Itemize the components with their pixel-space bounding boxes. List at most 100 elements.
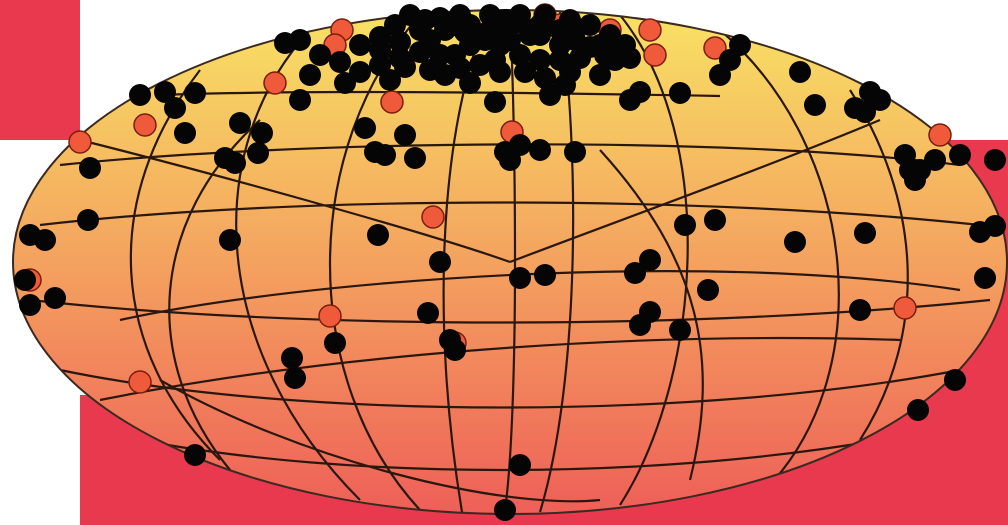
- dark-marker-dot: [494, 499, 516, 521]
- dark-marker-dot: [899, 159, 921, 181]
- dark-marker-dot: [369, 39, 391, 61]
- dark-marker-dot: [529, 49, 551, 71]
- dark-marker-dot: [404, 147, 426, 169]
- dark-markers: [14, 4, 1006, 521]
- dark-marker-dot: [34, 229, 56, 251]
- dark-marker-dot: [214, 147, 236, 169]
- dark-marker-dot: [251, 122, 273, 144]
- grid-curve: [509, 118, 881, 264]
- dark-marker-dot: [479, 19, 501, 41]
- dark-marker-dot: [219, 229, 241, 251]
- red-marker-dot: [928, 123, 952, 147]
- dark-marker-dot: [854, 222, 876, 244]
- red-marker-dot: [643, 43, 667, 67]
- dark-marker-dot: [924, 149, 946, 171]
- dark-marker-dot: [349, 61, 371, 83]
- grid-curve: [329, 14, 421, 511]
- dark-marker-dot: [589, 64, 611, 86]
- red-marker-dot: [638, 18, 662, 42]
- dark-marker-dot: [704, 209, 726, 231]
- dark-marker-dot: [509, 4, 531, 26]
- dark-marker-dot: [789, 61, 811, 83]
- dark-marker-dot: [399, 4, 421, 26]
- red-marker-dot: [263, 71, 287, 95]
- dark-marker-dot: [539, 84, 561, 106]
- dark-marker-dot: [444, 14, 466, 36]
- dark-marker-dot: [784, 231, 806, 253]
- dark-marker-dot: [849, 299, 871, 321]
- dark-marker-dot: [624, 262, 646, 284]
- dark-marker-dot: [394, 124, 416, 146]
- dark-marker-dot: [389, 31, 411, 53]
- dark-marker-dot: [974, 267, 996, 289]
- grid-curve: [599, 149, 704, 481]
- dark-marker-dot: [354, 117, 376, 139]
- dark-marker-dot: [949, 144, 971, 166]
- grid-curve: [503, 261, 517, 511]
- dark-marker-dot: [459, 72, 481, 94]
- grid-curve: [39, 201, 981, 227]
- dark-marker-dot: [519, 24, 541, 46]
- dark-marker-dot: [869, 89, 891, 111]
- dark-marker-dot: [309, 44, 331, 66]
- red-marker-dot: [893, 296, 917, 320]
- dark-marker-dot: [281, 347, 303, 369]
- dark-marker-dot: [639, 249, 661, 271]
- red-marker-dot: [380, 90, 404, 114]
- red-markers: [18, 3, 952, 394]
- grid-curve: [849, 89, 909, 441]
- grid-curve: [719, 29, 840, 496]
- dark-marker-dot: [564, 141, 586, 163]
- dark-marker-dot: [629, 81, 651, 103]
- red-marker-dot: [703, 36, 727, 60]
- dark-marker-dot: [184, 444, 206, 466]
- dark-marker-dot: [229, 112, 251, 134]
- dark-marker-dot: [529, 139, 551, 161]
- dark-marker-dot: [417, 302, 439, 324]
- dark-marker-dot: [367, 224, 389, 246]
- dark-marker-dot: [19, 294, 41, 316]
- dark-marker-dot: [984, 149, 1006, 171]
- dark-marker-dot: [854, 101, 876, 123]
- dark-marker-dot: [129, 84, 151, 106]
- dark-marker-dot: [184, 82, 206, 104]
- dark-marker-dot: [509, 267, 531, 289]
- dark-marker-dot: [329, 51, 351, 73]
- dark-marker-dot: [484, 91, 506, 113]
- dark-marker-dot: [669, 82, 691, 104]
- dark-marker-dot: [907, 399, 929, 421]
- grid-curve: [129, 69, 221, 461]
- grid-curve: [619, 14, 689, 506]
- red-block-top-left: [0, 0, 80, 140]
- dark-marker-dot: [564, 19, 586, 41]
- dark-marker-dot: [944, 369, 966, 391]
- dark-marker-dot: [429, 251, 451, 273]
- dark-marker-dot: [77, 209, 99, 231]
- dark-marker-dot: [509, 44, 531, 66]
- dark-marker-dot: [509, 454, 531, 476]
- dark-marker-dot: [389, 47, 411, 69]
- dark-marker-dot: [514, 61, 536, 83]
- dark-marker-dot: [697, 279, 719, 301]
- dark-marker-dot: [174, 122, 196, 144]
- dark-marker-dot: [549, 49, 571, 71]
- dark-marker-dot: [14, 269, 36, 291]
- red-marker-dot: [68, 130, 92, 154]
- dark-marker-dot: [154, 81, 176, 103]
- dark-marker-dot: [674, 214, 696, 236]
- dark-marker-dot: [289, 29, 311, 51]
- dark-marker-dot: [324, 332, 346, 354]
- dark-marker-dot: [374, 144, 396, 166]
- dark-marker-dot: [349, 34, 371, 56]
- grid-curve: [159, 379, 601, 503]
- red-marker-dot: [128, 370, 152, 394]
- dark-marker-dot: [44, 287, 66, 309]
- dark-marker-dot: [164, 97, 186, 119]
- red-marker-dot: [318, 304, 342, 328]
- red-marker-dot: [133, 113, 157, 137]
- dark-marker-dot: [499, 149, 521, 171]
- dark-marker-dot: [79, 157, 101, 179]
- grid-curve: [139, 438, 881, 472]
- dark-marker-dot: [639, 301, 661, 323]
